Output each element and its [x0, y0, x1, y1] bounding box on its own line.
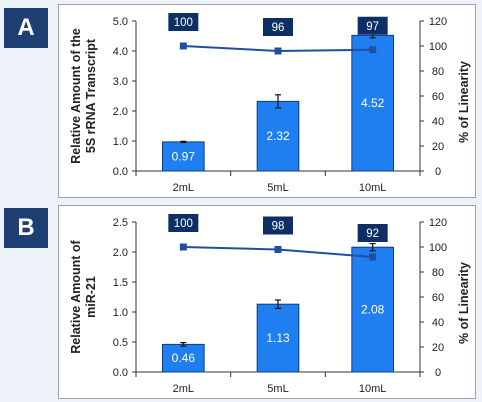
y-tick-label: 1.0: [113, 307, 128, 319]
y2-tick-label: 80: [432, 66, 444, 78]
y-tick-label: 2.0: [113, 247, 128, 259]
y-axis-title-line: miR-21: [84, 276, 98, 318]
chart-a: 0.0 1.0 2.0 3.0 4.0 5.0 0 20 40 60 80 100 120 2mL 5mL 1…: [69, 13, 471, 194]
bar-value-label: 0.97: [172, 149, 196, 163]
bar-value-label: 1.13: [266, 331, 290, 345]
y2-tick-label: 20: [432, 141, 444, 153]
x-tick-label: 5mL: [267, 383, 288, 395]
bar: [162, 141, 205, 172]
y2-tick-label: 40: [432, 116, 444, 128]
y2-tick-label: 100: [429, 41, 447, 53]
x-tick-label: 2mL: [173, 182, 194, 194]
y-tick-label: 4.0: [113, 46, 128, 58]
linearity-marker: [369, 253, 377, 261]
x-tick-label: 10mL: [359, 383, 387, 395]
y-axis-title-line: Relative Amount of: [69, 239, 83, 353]
linearity-callout-label: 96: [272, 22, 285, 34]
panel-a-tag: A: [4, 8, 48, 48]
y2-tick-label: 0: [435, 367, 441, 379]
y-tick-label: 0.0: [113, 166, 128, 178]
linearity-callout-label: 100: [174, 17, 193, 29]
bar-value-label: 2.32: [266, 129, 290, 143]
bar-value-label: 2.08: [361, 303, 385, 317]
y2-tick-label: 120: [429, 16, 447, 28]
y2-tick-label: 0: [435, 166, 441, 178]
x-tick-label: 5mL: [267, 182, 288, 194]
bar: [351, 34, 394, 172]
y2-axis-title: % of Linearity: [457, 61, 471, 143]
y-tick-label: 1.0: [113, 136, 128, 148]
linearity-marker: [274, 47, 282, 55]
linearity-callout-box: [357, 224, 388, 242]
linearity-callout-label: 97: [366, 21, 379, 33]
bar: [256, 100, 300, 172]
panel-b-tag: B: [4, 208, 48, 248]
y-tick-label: 0.0: [113, 367, 128, 379]
linearity-callout-box: [263, 216, 293, 235]
bar: [256, 303, 300, 373]
y-axis-title: Relative Amount of the5S rRNA Transcript: [69, 28, 98, 164]
y-tick-label: 3.0: [113, 76, 128, 88]
y-axis-title: Relative Amount ofmiR-21: [69, 239, 98, 353]
chart-b: 0.0 0.5 1.0 1.5 2.0 2.5 0 20 40 60 80 100 120 2mL 5mL 1…: [69, 214, 471, 395]
y-tick-label: 2.0: [113, 106, 128, 118]
y-tick-label: 2.5: [113, 217, 128, 229]
linearity-marker: [274, 246, 282, 253]
linearity-callout-box: [168, 214, 199, 232]
y2-axis-title: % of Linearity: [457, 262, 471, 344]
x-tick-label: 10mL: [359, 182, 387, 194]
linearity-callout-label: 100: [174, 218, 193, 230]
y-axis-title-line: 5S rRNA Transcript: [84, 38, 98, 153]
linearity-marker: [179, 243, 187, 251]
linearity-callout-label: 98: [272, 221, 285, 233]
y-tick-label: 0.5: [113, 337, 128, 349]
linearity-callout-label: 92: [366, 228, 379, 240]
y2-tick-label: 60: [432, 91, 444, 103]
linearity-marker: [369, 46, 377, 54]
linearity-callout-box: [168, 13, 199, 31]
y2-tick-label: 20: [432, 342, 444, 354]
y2-tick-label: 100: [429, 242, 447, 254]
y2-tick-label: 60: [432, 292, 444, 304]
y2-tick-label: 80: [432, 267, 444, 279]
y-axis-title-line: Relative Amount of the: [69, 28, 83, 164]
y2-tick-label: 120: [429, 217, 447, 229]
y2-tick-label: 40: [432, 317, 444, 329]
linearity-marker: [179, 42, 187, 50]
bar-value-label: 4.52: [361, 96, 385, 110]
y-tick-label: 5.0: [113, 16, 128, 28]
y-tick-label: 1.5: [113, 277, 128, 289]
bar-value-label: 0.46: [172, 351, 196, 365]
x-tick-label: 2mL: [173, 383, 194, 395]
linearity-callout-box: [263, 18, 293, 36]
linearity-callout-box: [357, 16, 388, 35]
